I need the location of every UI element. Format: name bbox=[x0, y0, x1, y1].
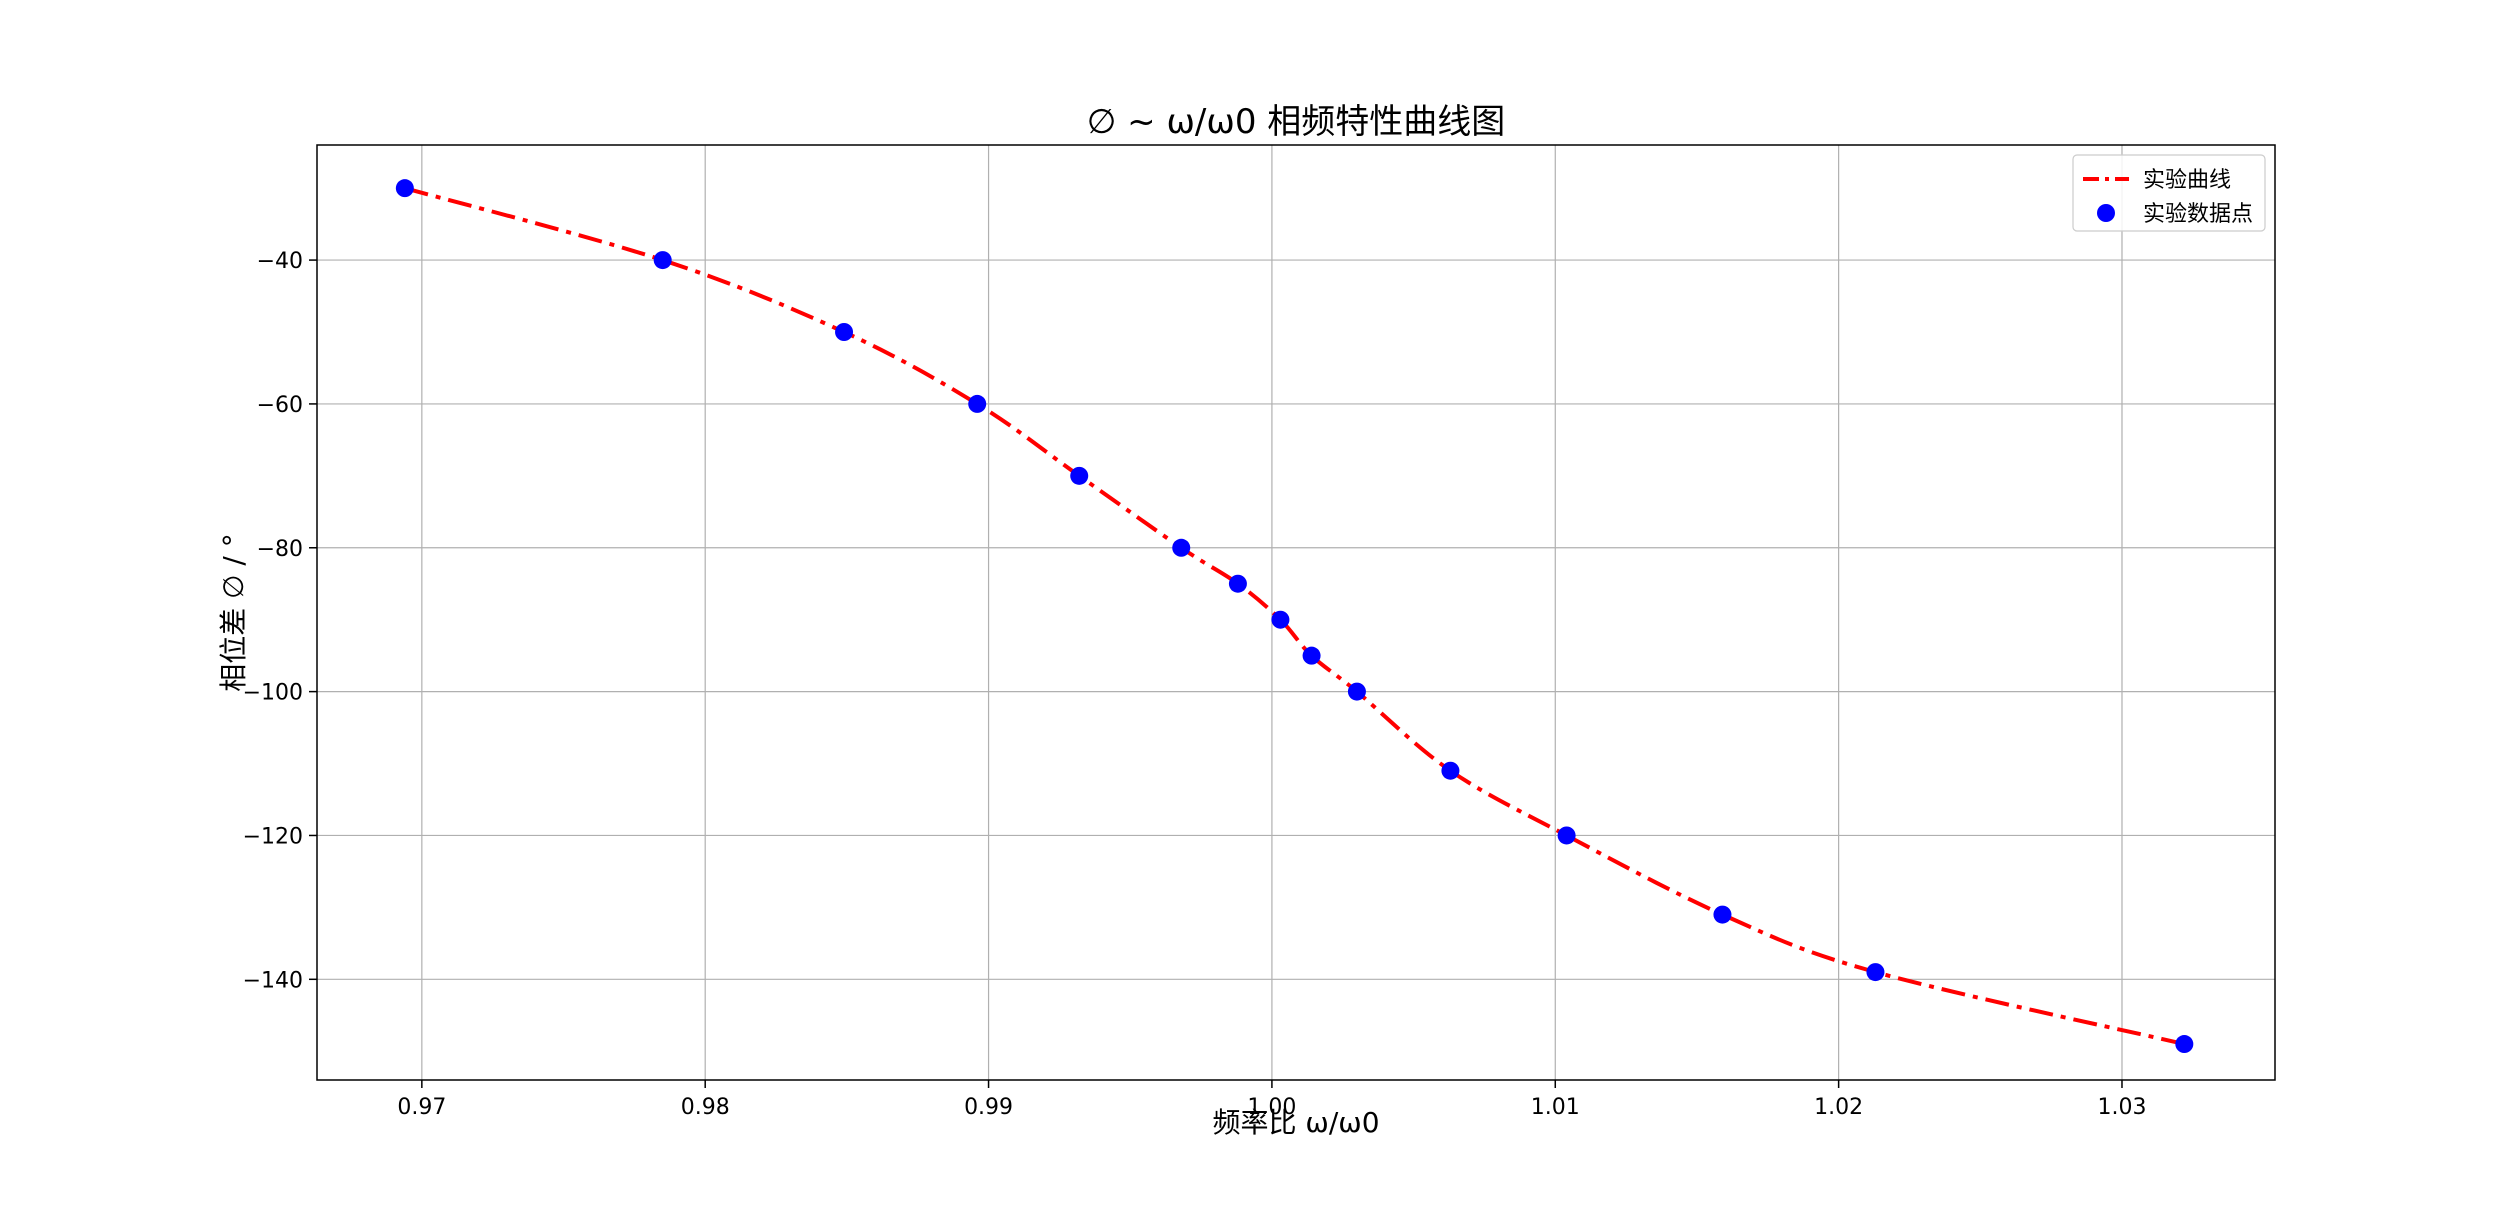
data-point bbox=[1866, 963, 1885, 982]
data-point bbox=[1172, 538, 1191, 557]
series-layer bbox=[395, 179, 2194, 1054]
data-point bbox=[1347, 682, 1366, 701]
data-point bbox=[1557, 826, 1576, 845]
x-tick-label: 0.99 bbox=[964, 1095, 1013, 1120]
y-tick-label: −120 bbox=[243, 824, 303, 849]
plot-frame bbox=[316, 144, 2276, 1081]
x-tick-label: 1.01 bbox=[1531, 1095, 1580, 1120]
series-line-experimental-curve bbox=[404, 186, 2185, 1046]
data-point bbox=[835, 323, 854, 341]
x-tick-label: 0.98 bbox=[681, 1095, 730, 1120]
y-tick-label: −40 bbox=[257, 249, 303, 274]
legend-label: 实验数据点 bbox=[2143, 202, 2253, 227]
data-point bbox=[395, 179, 414, 198]
y-axis-label: 相位差 ∅ / ° bbox=[217, 533, 250, 692]
data-point bbox=[1302, 646, 1321, 665]
legend-marker-swatch bbox=[2097, 204, 2115, 222]
x-tick-label: 1.00 bbox=[1247, 1095, 1296, 1120]
x-axis-label: 频率比 ω/ω0 bbox=[1212, 1106, 1379, 1139]
x-tick-label: 1.02 bbox=[1814, 1095, 1863, 1120]
y-tick-label: −100 bbox=[243, 681, 303, 706]
data-point bbox=[2175, 1035, 2194, 1054]
data-point bbox=[1271, 610, 1290, 629]
y-tick-label: −140 bbox=[243, 968, 303, 993]
data-point bbox=[1228, 574, 1247, 593]
data-point bbox=[1441, 761, 1460, 780]
grid bbox=[317, 145, 2275, 1080]
x-tick-label: 0.97 bbox=[397, 1095, 446, 1120]
axes: 0.97 0.98 0.99 1.00 1.01 1.02 1.03 −140 −120 −100… bbox=[243, 249, 2147, 1120]
y-tick-label: −80 bbox=[257, 537, 303, 562]
chart-title: ∅ ~ ω/ω0 相频特性曲线图 bbox=[1087, 102, 1506, 142]
legend-label: 实验曲线 bbox=[2143, 168, 2231, 193]
y-tick-label: −60 bbox=[257, 393, 303, 418]
data-point bbox=[1713, 905, 1732, 924]
data-point bbox=[653, 251, 672, 270]
legend-box bbox=[2072, 154, 2266, 232]
data-point bbox=[968, 394, 987, 413]
x-tick-label: 1.03 bbox=[2097, 1095, 2146, 1120]
data-point bbox=[1070, 466, 1089, 485]
